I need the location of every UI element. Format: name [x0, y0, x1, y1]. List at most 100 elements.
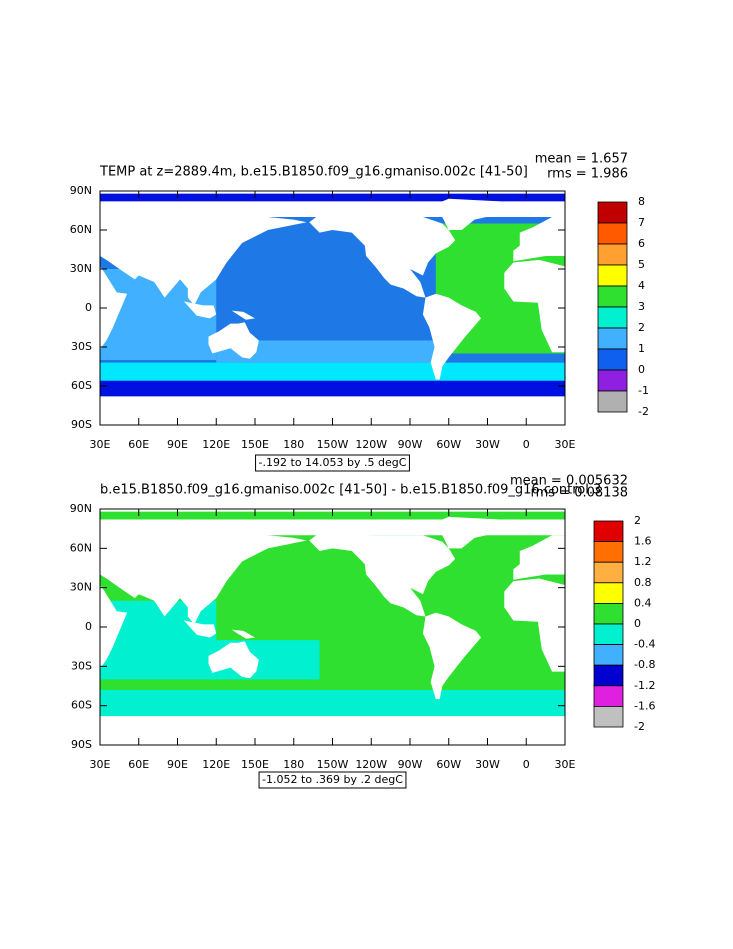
colorbar-box: [593, 541, 624, 563]
colorbar-box: [593, 706, 624, 728]
colorbar-box: [597, 222, 628, 245]
colorbar-box: [593, 623, 624, 646]
lon-tick-label: 90W: [398, 758, 423, 771]
land: [231, 310, 255, 320]
colorbar-box: [597, 243, 628, 266]
colorbar-label: 0: [634, 617, 641, 630]
colorbar-label: 1.2: [634, 555, 652, 568]
lat-tick-label: 60S: [71, 379, 92, 392]
lat-tick-label: 30N: [70, 581, 92, 594]
lon-tick-label: 90W: [398, 438, 423, 451]
map: [100, 509, 565, 745]
lon-tick-label: 60W: [436, 438, 461, 451]
colorbar-box: [597, 285, 628, 308]
land: [422, 293, 482, 380]
land: [513, 535, 565, 580]
land: [513, 217, 565, 262]
land: [100, 266, 128, 350]
lat-tick-label: 0: [85, 301, 92, 314]
land: [100, 519, 565, 536]
lat-tick-label: 30S: [71, 659, 92, 672]
colorbar-box: [597, 369, 628, 392]
lon-tick-label: 120W: [355, 438, 387, 451]
lat-tick-label: 90S: [71, 738, 92, 751]
land: [100, 716, 565, 745]
lon-tick-label: 60W: [436, 758, 461, 771]
lat-tick-label: 0: [85, 620, 92, 633]
land: [100, 524, 307, 625]
lon-tick-label: 60E: [128, 438, 149, 451]
colorbar-label: -0.4: [634, 638, 655, 651]
lon-tick-label: 30E: [555, 758, 576, 771]
lon-tick-label: 30E: [90, 758, 111, 771]
lon-tick-label: 60E: [128, 758, 149, 771]
colorbar-label: 7: [638, 216, 645, 229]
lon-tick-label: 0: [523, 758, 530, 771]
land: [309, 532, 456, 617]
colorbar-box: [593, 603, 624, 625]
colorbar-box: [593, 685, 624, 707]
ocean-field: [216, 340, 436, 363]
colorbar-box: [593, 582, 624, 604]
land: [422, 612, 482, 700]
lon-tick-label: 150W: [317, 438, 349, 451]
colorbar-label: 6: [638, 237, 645, 250]
lon-tick-label: 180: [283, 438, 304, 451]
contour-info-box: [255, 454, 410, 472]
colorbar-label: 2: [634, 514, 641, 527]
land: [183, 301, 217, 319]
panel-title: TEMP at z=2889.4m, b.e15.B1850.f09_g16.g…: [99, 165, 528, 180]
colorbar-label: -1.2: [634, 679, 655, 692]
lat-tick-label: 60N: [70, 541, 92, 554]
colorbar-label: 2: [638, 321, 645, 334]
colorbar-label: 3: [638, 300, 645, 313]
lat-tick-label: 90S: [71, 418, 92, 431]
colorbar-label: 0.4: [634, 596, 652, 609]
land: [100, 206, 307, 306]
colorbar-box: [593, 561, 624, 584]
lon-tick-label: 30E: [90, 438, 111, 451]
mean-stat: mean = 1.657: [535, 152, 628, 167]
lon-tick-label: 120E: [202, 438, 230, 451]
lon-tick-label: 90E: [167, 438, 188, 451]
colorbar-label: 0.8: [634, 576, 652, 589]
colorbar-label: -1.6: [634, 699, 655, 712]
lat-tick-label: 30S: [71, 340, 92, 353]
land: [208, 322, 259, 359]
land: [504, 259, 565, 353]
contour-info: -1.052 to .369 by .2 degC: [262, 773, 403, 786]
lon-tick-label: 0: [523, 438, 530, 451]
lat-tick-label: 60S: [71, 699, 92, 712]
ocean-field: [100, 689, 565, 719]
colorbar-box: [597, 201, 628, 224]
lat-tick-label: 60N: [70, 223, 92, 236]
land: [231, 629, 255, 639]
map: [100, 191, 565, 425]
colorbar-label: 1.6: [634, 535, 652, 548]
colorbar-label: 4: [638, 279, 645, 292]
lon-tick-label: 30E: [555, 438, 576, 451]
colorbar-label: 5: [638, 258, 645, 271]
colorbar-label: -2: [638, 405, 649, 418]
colorbar-box: [597, 264, 628, 287]
lon-tick-label: 150E: [241, 758, 269, 771]
colorbar-box: [597, 348, 628, 371]
ocean-field: [100, 362, 565, 381]
colorbar-box: [597, 390, 628, 413]
land: [100, 585, 128, 669]
lon-tick-label: 90E: [167, 758, 188, 771]
colorbar-box: [593, 644, 624, 666]
land: [504, 578, 565, 672]
lon-tick-label: 120W: [355, 758, 387, 771]
lon-tick-label: 30W: [475, 758, 500, 771]
lat-tick-label: 90N: [70, 502, 92, 515]
panel-title: b.e15.B1850.f09_g16.gmaniso.002c [41-50]…: [100, 483, 601, 498]
rms-stat: rms = 0.08138: [531, 486, 628, 501]
land: [100, 396, 565, 425]
land: [183, 620, 217, 638]
colorbar-label: 8: [638, 195, 645, 208]
colorbar-label: 1: [638, 342, 645, 355]
lat-tick-label: 90N: [70, 184, 92, 197]
land: [208, 641, 259, 679]
lon-tick-label: 180: [283, 758, 304, 771]
